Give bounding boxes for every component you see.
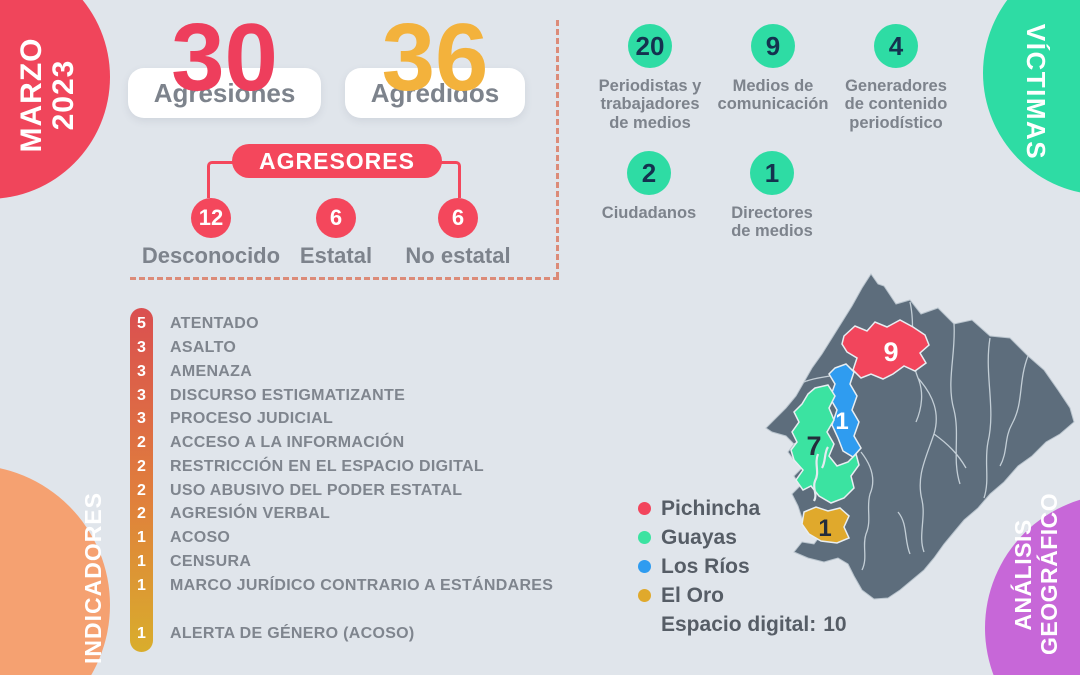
legend-label-eloro: El Oro [661,583,725,607]
victim-label-directores: Directores de medios [731,204,813,241]
indicator-row: 2 RESTRICCIÓN EN EL ESPACIO DIGITAL [137,458,484,475]
victim-count-periodistas: 20 [628,24,672,68]
victim-label-generadores: Generadores de contenido periodístico [844,77,948,132]
province-pichincha [841,319,930,380]
victim-stat: 9 Medios de comunicación [698,24,848,114]
espacio-digital-value: 10 [823,612,847,636]
legend-label-losrios: Los Ríos [661,554,750,578]
legend-row-espacio-digital: Espacio digital: 10 [638,610,847,639]
map-value-guayas: 7 [806,431,821,461]
map-province-borders [793,301,1029,571]
victims-title: VÍCTIMAS [1021,23,1051,161]
indicator-row: 1 ACOSO [137,529,231,546]
dashed-divider-horizontal [130,277,559,280]
espacio-digital-label: Espacio digital: 10 [661,612,847,636]
agresiones-value: 30 [171,4,278,111]
agresores-count-noestatal: 6 [438,198,478,238]
agresores-label-estatal: Estatal [299,243,373,268]
indicators-title: INDICADORES [80,492,106,665]
agresiones-label: Agresiones [153,78,296,108]
agredidos-label: Agredidos [370,78,500,108]
victim-stat: 2 Ciudadanos [574,151,724,222]
victim-stat: 1 Directores de medios [697,151,847,241]
losrios-dot-icon [638,560,651,573]
agredidos-value: 36 [381,4,489,111]
victim-label-medios: Medios de comunicación [717,77,829,114]
agresores-label-desconocido: Desconocido [141,243,281,268]
legend-row-eloro: El Oro [638,581,847,610]
guayas-estuary-line [812,446,829,502]
period-year: 2023 [46,59,80,131]
legend-row-guayas: Guayas [638,523,847,552]
legend-label-guayas: Guayas [661,525,737,549]
indicator-row: 3 AMENAZA [137,363,253,380]
indicator-row: 3 ASALTO [137,339,237,356]
agresiones-card: Agresiones [128,68,321,118]
pichincha-dot-icon [638,502,651,515]
agredidos-card: Agredidos [345,68,525,118]
indicator-row: 3 PROCESO JUDICIAL [137,410,334,427]
legend-row-pichincha: Pichincha [638,494,847,523]
map-legend: Pichincha Guayas Los Ríos El Oro Espacio… [638,494,847,639]
victim-stat: 20 Periodistas y trabajadores de medios [575,24,725,132]
indicator-row: 5 ATENTADO [137,315,259,332]
guayas-dot-icon [638,531,651,544]
map-value-losrios: 1 [835,408,848,435]
indicator-row: 2 ACCESO A LA INFORMACIÓN [137,434,405,451]
victim-count-generadores: 4 [874,24,918,68]
agresores-label-noestatal: No estatal [405,243,511,268]
victim-stat: 4 Generadores de contenido periodístico [821,24,971,132]
province-guayas [790,384,860,504]
period-month: MARZO [15,37,48,153]
victim-label-periodistas: Periodistas y trabajadores de medios [598,77,702,132]
indicator-row: 2 USO ABUSIVO DEL PODER ESTATAL [137,482,463,499]
legend-label-pichincha: Pichincha [661,496,761,520]
victim-count-directores: 1 [750,151,794,195]
indicators-gradient-bar [130,308,153,652]
connector-left [207,161,236,198]
period-title: MARZO 2023 [15,5,80,185]
map-value-eloro: 1 [818,515,831,542]
indicator-row: 3 DISCURSO ESTIGMATIZANTE [137,387,406,404]
victim-count-medios: 9 [751,24,795,68]
ecuador-map: 9 1 7 1 [765,273,1075,600]
agresores-badge: AGRESORES [232,144,442,178]
connector-right [440,161,461,198]
indicator-row: 1 CENSURA [137,553,252,570]
legend-row-losrios: Los Ríos [638,552,847,581]
agresores-count-desconocido: 12 [191,198,231,238]
eloro-dot-icon [638,589,651,602]
agresores-count-estatal: 6 [316,198,356,238]
indicator-row: 1 MARCO JURÍDICO CONTRARIO A ESTÁNDARES [137,577,554,594]
indicator-row: 2 AGRESIÓN VERBAL [137,505,331,522]
victim-label-ciudadanos: Ciudadanos [601,204,697,222]
map-value-pichincha: 9 [883,337,898,367]
victim-count-ciudadanos: 2 [627,151,671,195]
dashed-divider-vertical [556,20,559,278]
indicator-row: 1 ALERTA DE GÉNERO (ACOSO) [137,625,415,642]
province-eloro [801,506,851,544]
